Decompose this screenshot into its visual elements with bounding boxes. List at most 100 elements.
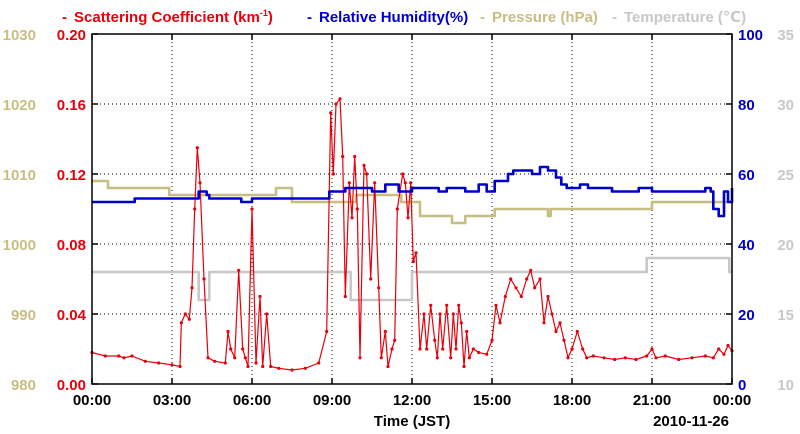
- point-scattering-coefficient: [462, 364, 466, 369]
- point-scattering-coefficient: [331, 172, 335, 176]
- point-scattering-coefficient: [418, 347, 422, 351]
- legend-label-humidity: Relative Humidity(%): [319, 9, 468, 26]
- point-scattering-coefficient: [202, 277, 206, 281]
- point-scattering-coefficient: [265, 312, 269, 316]
- point-scattering-coefficient: [411, 259, 415, 264]
- grid: [92, 34, 732, 384]
- point-scattering-coefficient: [663, 354, 667, 358]
- point-scattering-coefficient: [223, 361, 227, 365]
- point-scattering-coefficient: [514, 286, 518, 290]
- point-scattering-coefficient: [143, 359, 147, 363]
- point-scattering-coefficient: [401, 172, 405, 176]
- point-scattering-coefficient: [454, 347, 458, 351]
- point-scattering-coefficient: [383, 329, 387, 334]
- point-scattering-coefficient: [726, 343, 730, 348]
- y-tick-label-scattering: 0.04: [57, 307, 87, 324]
- point-scattering-coefficient: [591, 354, 595, 358]
- y-tick-label-humidity: 80: [738, 97, 755, 114]
- point-scattering-coefficient: [509, 277, 513, 281]
- series-line-pressure: [92, 179, 732, 225]
- point-scattering-coefficient: [425, 347, 429, 351]
- y-tick-label-humidity: 0: [738, 377, 746, 394]
- point-scattering-coefficient: [457, 303, 461, 307]
- point-scattering-coefficient: [353, 154, 357, 159]
- legend-dash-scattering: -: [62, 9, 67, 26]
- point-scattering-coefficient: [677, 357, 681, 362]
- date-label: 2010-11-26: [653, 413, 729, 430]
- point-scattering-coefficient: [703, 354, 707, 358]
- y-tick-label-humidity: 100: [738, 27, 763, 44]
- point-scattering-coefficient: [362, 163, 366, 167]
- point-scattering-coefficient: [519, 294, 523, 299]
- point-scattering-coefficient: [130, 354, 134, 358]
- legend-dash-humidity: -: [307, 9, 312, 26]
- point-scattering-coefficient: [269, 364, 273, 369]
- point-scattering-coefficient: [290, 368, 294, 372]
- series-group: [90, 97, 734, 372]
- point-scattering-coefficient: [395, 207, 399, 211]
- point-scattering-coefficient: [623, 356, 627, 360]
- point-scattering-coefficient: [566, 356, 570, 360]
- y-tick-label-temperature: 10: [777, 377, 794, 394]
- y-tick-label-humidity: 60: [738, 167, 755, 184]
- point-scattering-coefficient: [717, 347, 721, 351]
- point-scattering-coefficient: [213, 359, 217, 363]
- point-scattering-coefficient: [122, 356, 126, 360]
- point-scattering-coefficient: [325, 329, 329, 334]
- y-tick-label-scattering: 0.08: [57, 237, 86, 254]
- point-scattering-coefficient: [550, 312, 554, 316]
- point-scattering-coefficient: [533, 286, 537, 290]
- point-scattering-coefficient: [355, 207, 359, 211]
- series-line-temperature: [92, 256, 732, 302]
- point-scattering-coefficient: [645, 354, 649, 358]
- legend-scattering-text: Scattering Coefficient (km: [74, 9, 260, 26]
- point-scattering-coefficient: [542, 321, 546, 325]
- point-scattering-coefficient: [570, 347, 574, 351]
- point-scattering-coefficient: [117, 354, 121, 358]
- point-scattering-coefficient: [258, 294, 262, 299]
- series-line-relative-humidity: [92, 165, 734, 218]
- point-scattering-coefficient: [613, 357, 617, 362]
- point-scattering-coefficient: [485, 352, 489, 356]
- point-scattering-coefficient: [393, 338, 397, 342]
- point-scattering-coefficient: [250, 207, 254, 211]
- tick-label-group: 00:00 03:00 06:00 09:00 12:00 15:00 18:00 21:00…: [3, 27, 794, 409]
- point-scattering-coefficient: [429, 303, 433, 307]
- legend-scattering-superscript: -1: [260, 8, 268, 18]
- point-scattering-coefficient: [634, 357, 638, 362]
- y-tick-label-temperature: 30: [777, 97, 794, 114]
- y-tick-label-scattering: 0.12: [57, 167, 86, 184]
- y-tick-label-scattering: 0.16: [57, 97, 86, 114]
- point-scattering-coefficient: [241, 347, 245, 351]
- point-scattering-coefficient: [690, 356, 694, 360]
- point-scattering-coefficient: [386, 364, 390, 369]
- legend-label-temperature: Temperature (℃): [624, 9, 746, 26]
- point-scattering-coefficient: [193, 207, 197, 211]
- legend: - Scattering Coefficient (km-1) - Relati…: [62, 8, 746, 26]
- point-scattering-coefficient: [554, 329, 558, 334]
- legend-dash-temperature: -: [612, 9, 617, 26]
- point-scattering-coefficient: [490, 338, 494, 342]
- legend-scattering-suffix: ): [268, 9, 273, 26]
- y-tick-label-pressure: 990: [11, 307, 36, 324]
- legend-label-scattering: Scattering Coefficient (km-1): [74, 8, 273, 26]
- x-tick-label: 00:00: [73, 392, 111, 409]
- point-scattering-coefficient: [233, 356, 237, 360]
- x-tick-label: 09:00: [313, 392, 351, 409]
- y-tick-label-humidity: 20: [738, 307, 755, 324]
- point-scattering-coefficient: [229, 347, 233, 351]
- point-scattering-coefficient: [377, 286, 381, 290]
- point-scattering-coefficient: [602, 356, 606, 360]
- x-tick-label: 18:00: [553, 392, 591, 409]
- point-scattering-coefficient: [451, 312, 455, 316]
- point-scattering-coefficient: [581, 347, 585, 351]
- point-scattering-coefficient: [585, 356, 589, 360]
- point-scattering-coefficient: [206, 356, 210, 360]
- point-scattering-coefficient: [334, 102, 338, 106]
- point-scattering-coefficient: [303, 366, 307, 370]
- point-scattering-coefficient: [350, 216, 354, 220]
- point-scattering-coefficient: [187, 317, 191, 321]
- point-scattering-coefficient: [406, 216, 410, 220]
- point-scattering-coefficient: [459, 321, 463, 325]
- point-scattering-coefficient: [654, 356, 658, 360]
